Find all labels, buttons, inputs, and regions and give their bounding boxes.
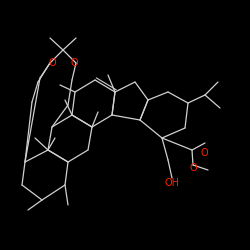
Text: OH: OH — [164, 178, 180, 188]
Text: O: O — [200, 148, 208, 158]
Text: O: O — [189, 163, 197, 173]
Text: O: O — [48, 58, 56, 68]
Text: O: O — [70, 58, 78, 68]
